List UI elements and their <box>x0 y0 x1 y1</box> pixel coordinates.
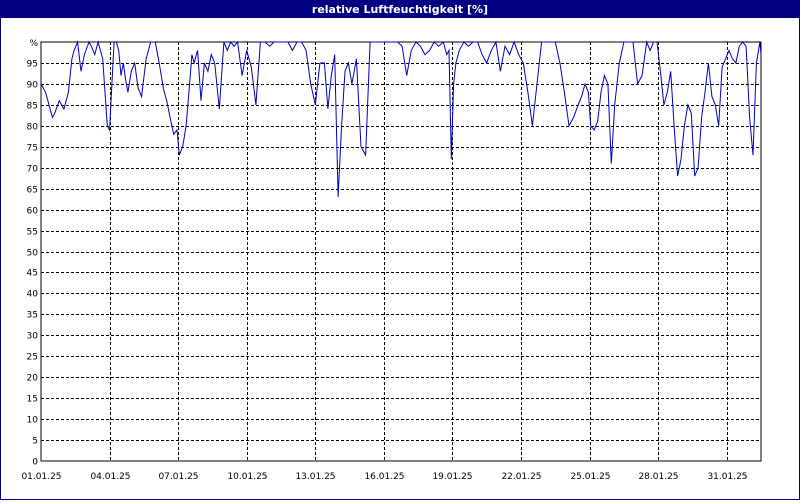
y-tick-label: 35 <box>27 311 38 321</box>
y-tick-label: 85 <box>27 102 38 112</box>
y-tick-label: 15 <box>27 395 38 405</box>
y-tick-label: 10 <box>27 416 39 426</box>
x-tick-label: 25.01.25 <box>570 472 610 482</box>
y-tick-label: 0 <box>32 458 38 468</box>
x-tick-label: 13.01.25 <box>295 472 335 482</box>
y-tick-label: 45 <box>27 269 38 279</box>
y-tick-label: 20 <box>27 374 39 384</box>
y-tick-label: 25 <box>27 353 38 363</box>
y-tick-label: 40 <box>27 290 39 300</box>
x-tick-label: 19.01.25 <box>432 472 472 482</box>
y-tick-label: 50 <box>27 249 39 259</box>
y-tick-label: 60 <box>27 207 39 217</box>
y-tick-label: 95 <box>27 60 38 70</box>
x-tick-label: 31.01.25 <box>707 472 747 482</box>
y-tick-label: 55 <box>27 228 38 238</box>
humidity-line-chart: 0 5 10 15 20 25 30 35 40 45 50 55 60 65 70 75 80 85 90 95% 0… <box>21 39 762 482</box>
x-tick-label: 01.01.25 <box>21 472 61 482</box>
x-tick-label: 07.01.25 <box>158 472 198 482</box>
plot-frame <box>40 41 762 462</box>
series-line-humidity <box>40 40 762 198</box>
y-unit-label: % <box>29 39 38 49</box>
y-tick-label: 80 <box>27 123 39 133</box>
chart-area: 0 5 10 15 20 25 30 35 40 45 50 55 60 65 70 75 80 85 90 95% 0… <box>1 18 799 499</box>
y-tick-label: 75 <box>27 144 38 154</box>
y-tick-label: 70 <box>27 165 39 175</box>
y-tick-label: 90 <box>27 81 39 91</box>
x-tick-label: 04.01.25 <box>90 472 130 482</box>
y-tick-label: 65 <box>27 186 38 196</box>
x-tick-label: 10.01.25 <box>227 472 267 482</box>
y-tick-label: 5 <box>32 437 38 447</box>
chart-title: relative Luftfeuchtigkeit [%] <box>1 1 799 18</box>
x-tick-label: 16.01.25 <box>364 472 404 482</box>
x-tick-label: 28.01.25 <box>638 472 678 482</box>
y-tick-label: 30 <box>27 332 39 342</box>
x-tick-label: 22.01.25 <box>501 472 541 482</box>
